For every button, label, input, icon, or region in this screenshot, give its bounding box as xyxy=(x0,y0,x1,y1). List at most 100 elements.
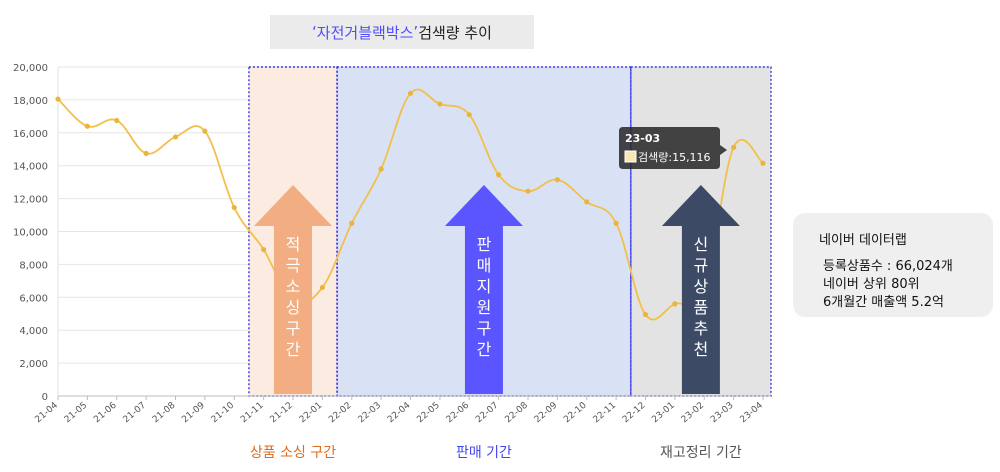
data-point xyxy=(760,160,766,166)
data-point xyxy=(172,134,179,140)
info-card: 네이버 데이터랩 등록상품수 : 66,024개 네이버 상위 80위 6개월간… xyxy=(793,213,993,317)
arrow-shape xyxy=(254,185,332,394)
x-tick-label: 22-08 xyxy=(503,400,530,425)
data-point xyxy=(319,284,325,291)
info-line: 6개월간 매출액 5.2억 xyxy=(823,295,944,310)
data-point xyxy=(731,144,737,150)
x-tick-label: 21-11 xyxy=(239,401,265,425)
arrow-text-char: 싱 xyxy=(286,298,301,317)
arrow-text-char: 구 xyxy=(286,319,301,338)
y-tick-label: 2,000 xyxy=(19,359,48,370)
y-tick-label: 20,000 xyxy=(13,63,48,74)
title-rest: 검색량 추이 xyxy=(418,23,492,42)
region-border xyxy=(630,66,772,397)
x-tick-label: 21-07 xyxy=(122,401,148,425)
x-tick-label: 23-01 xyxy=(650,401,676,425)
region-label: 재고정리 기간 xyxy=(660,445,742,461)
data-point xyxy=(466,112,472,118)
series-line xyxy=(57,88,764,321)
region-label: 상품 소싱 구간 xyxy=(250,445,336,461)
tooltip-box xyxy=(619,127,727,169)
y-tick-label: 8,000 xyxy=(19,260,48,271)
x-tick-label: 21-08 xyxy=(151,400,178,425)
arrow-text-char: 천 xyxy=(694,340,709,359)
x-tick-label: 21-06 xyxy=(92,400,119,425)
arrow-text-char: 구 xyxy=(477,319,492,338)
x-tick-label: 23-02 xyxy=(680,401,706,425)
x-tick-label: 22-05 xyxy=(415,401,441,425)
y-tick-label: 14,000 xyxy=(13,162,48,173)
x-tick-label: 22-03 xyxy=(357,401,383,425)
arrow-text-char: 극 xyxy=(286,256,301,275)
data-point xyxy=(554,177,560,183)
data-point xyxy=(349,220,355,226)
x-tick-label: 21-12 xyxy=(268,401,294,425)
arrow-text-char: 원 xyxy=(477,298,492,317)
arrow-text-char: 품 xyxy=(694,298,709,317)
x-tick-label: 21-10 xyxy=(210,400,237,425)
y-tick-label: 6,000 xyxy=(19,293,48,304)
x-tick-label: 22-07 xyxy=(474,401,500,425)
x-tick-label: 23-04 xyxy=(738,400,765,425)
x-tick-label: 23-03 xyxy=(709,401,735,425)
x-tick-label: 22-10 xyxy=(562,400,589,425)
tooltip-value: 검색량:15,116 xyxy=(638,151,711,164)
x-tick-label: 22-01 xyxy=(298,401,324,425)
arrow-text-char: 신 xyxy=(694,235,709,254)
data-point xyxy=(55,96,61,102)
arrow-text-char: 간 xyxy=(477,340,492,359)
title-highlight: 자전거블랙박스 xyxy=(316,23,414,42)
data-point xyxy=(84,123,90,129)
arrow-text-char: 추 xyxy=(694,319,709,338)
arrow-text-char: 상 xyxy=(694,277,709,296)
arrow-shape xyxy=(444,185,523,394)
data-point xyxy=(143,150,149,156)
chart-title: ‘자전거블랙박스’ 검색량 추이 xyxy=(270,15,534,49)
y-tick-label: 16,000 xyxy=(13,129,48,140)
x-tick-label: 21-04 xyxy=(33,400,60,425)
tooltip-swatch xyxy=(624,150,637,163)
data-point xyxy=(202,128,208,134)
x-tick-label: 21-05 xyxy=(63,401,89,425)
x-tick-label: 22-04 xyxy=(386,400,413,425)
x-tick-label: 22-11 xyxy=(592,401,618,425)
title-quote-close: ’ xyxy=(413,23,419,41)
info-line: 네이버 상위 80위 xyxy=(823,277,920,292)
title-quote-open: ‘ xyxy=(312,23,317,41)
data-point xyxy=(584,199,590,205)
x-tick-label: 22-02 xyxy=(327,401,353,425)
arrow-text-char: 적 xyxy=(286,235,301,254)
tooltip: 23-03 검색량:15,116 xyxy=(619,127,727,169)
arrow-text-char: 지 xyxy=(477,277,492,296)
x-tick-label: 22-06 xyxy=(445,400,472,425)
y-tick-label: 10,000 xyxy=(13,228,48,239)
data-point xyxy=(496,172,502,178)
info-card-title: 네이버 데이터랩 xyxy=(819,233,907,248)
x-tick-label: 22-12 xyxy=(621,401,647,425)
data-point xyxy=(261,246,267,253)
tooltip-title: 23-03 xyxy=(625,132,660,145)
arrow-text-char: 판 xyxy=(477,235,492,254)
data-point xyxy=(437,101,443,107)
region-label: 판매 기간 xyxy=(456,445,512,461)
arrow-text-char: 매 xyxy=(477,256,492,275)
arrow-text-char: 규 xyxy=(694,256,709,275)
data-point xyxy=(642,311,649,318)
y-tick-label: 4,000 xyxy=(19,326,48,337)
y-tick-label: 12,000 xyxy=(13,195,48,206)
data-point xyxy=(231,205,237,211)
data-point xyxy=(525,188,531,194)
data-point xyxy=(378,166,384,172)
arrow-text-char: 소 xyxy=(286,277,301,296)
data-point xyxy=(672,301,678,307)
y-tick-label: 18,000 xyxy=(13,96,48,107)
y-tick-label: 0 xyxy=(42,392,48,403)
data-point xyxy=(613,220,619,226)
data-point xyxy=(114,117,120,124)
info-line: 등록상품수 : 66,024개 xyxy=(823,259,953,274)
x-tick-label: 21-09 xyxy=(180,400,207,425)
